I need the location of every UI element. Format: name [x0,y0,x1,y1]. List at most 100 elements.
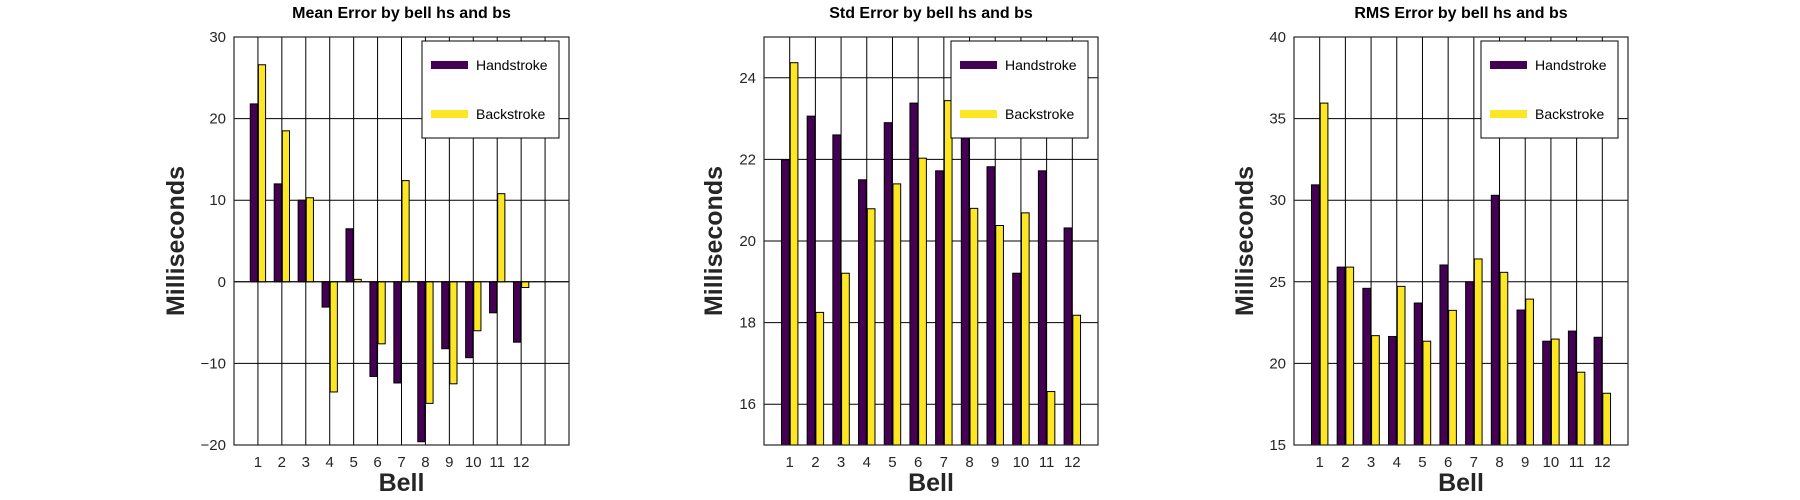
bar-handstroke-bell-12 [1063,227,1073,446]
x-tick-label: 10 [1543,454,1560,471]
x-tick-label: 5 [888,454,896,471]
x-tick-label: 12 [1594,454,1611,471]
bar-handstroke-bell-12 [1593,336,1603,446]
bar-backstroke-bell-1 [1319,102,1329,446]
bar-backstroke-bell-11 [497,193,506,283]
legend-label-backstroke: Backstroke [1535,106,1604,122]
bar-backstroke-bell-8 [425,281,434,404]
x-tick-label: 1 [254,454,262,471]
y-tick-label: 16 [739,396,756,413]
bar-backstroke-bell-4 [329,281,338,393]
bar-backstroke-bell-2 [281,130,291,283]
bar-handstroke-bell-4 [1388,335,1397,446]
bar-handstroke-bell-11 [1037,170,1047,446]
legend-label-backstroke: Backstroke [1005,106,1074,122]
bar-backstroke-bell-1 [789,62,799,446]
bar-handstroke-bell-4 [858,179,867,446]
x-tick-label: 9 [445,454,453,471]
x-tick-label: 6 [914,454,922,471]
x-axis-label: Bell [1438,469,1484,497]
bar-backstroke-bell-7 [943,100,953,446]
x-tick-label: 4 [863,454,871,471]
bar-handstroke-bell-8 [1490,194,1500,446]
legend-label-handstroke: Handstroke [1535,57,1607,73]
x-tick-label: 7 [1470,454,1478,471]
bar-handstroke-bell-12 [512,281,522,343]
y-tick-label: 35 [1269,111,1286,128]
x-tick-label: 2 [1341,454,1349,471]
bar-backstroke-bell-11 [1046,391,1056,446]
x-tick-label: 5 [1418,454,1426,471]
legend-swatch-handstroke [960,61,997,69]
bar-backstroke-bell-2 [1345,266,1355,446]
x-tick-label: 10 [465,454,482,471]
legend-box [950,40,1089,139]
y-tick-label: 20 [1269,355,1286,372]
x-tick-label: 1 [786,454,794,471]
legend-swatch-handstroke [1490,61,1527,69]
y-tick-label: 30 [209,29,226,46]
bar-handstroke-bell-6 [369,281,378,377]
y-tick-label: 20 [209,111,226,128]
y-tick-label: 30 [1269,192,1286,209]
bar-backstroke-bell-9 [1525,298,1534,446]
bar-backstroke-bell-6 [918,157,927,446]
legend-swatch-backstroke [1490,110,1527,118]
x-tick-label: 9 [991,454,999,471]
x-tick-label: 11 [1039,454,1055,471]
bar-handstroke-bell-9 [1516,309,1526,446]
bar-backstroke-bell-2 [815,311,825,446]
bar-backstroke-bell-3 [1371,335,1380,446]
bar-backstroke-bell-4 [1396,285,1406,446]
y-axis-label: Milliseconds [1231,166,1259,316]
bar-handstroke-bell-2 [806,115,816,446]
bar-handstroke-bell-5 [345,228,354,283]
bar-handstroke-bell-7 [935,170,944,446]
bar-handstroke-bell-10 [1012,272,1021,446]
bar-handstroke-bell-7 [393,281,402,384]
y-tick-label: 25 [1269,274,1286,291]
y-tick-label: 0 [218,274,226,291]
bar-handstroke-bell-3 [297,199,306,283]
legend: Handstroke Backstroke [950,40,1089,139]
bar-backstroke-bell-1 [257,64,267,283]
x-tick-label: 7 [940,454,948,471]
y-tick-label: 24 [739,70,756,87]
bar-backstroke-bell-10 [1550,338,1560,446]
x-tick-label: 3 [302,454,310,471]
bar-backstroke-bell-12 [521,281,530,289]
bar-handstroke-bell-1 [249,103,258,283]
x-tick-label: 8 [421,454,429,471]
legend-swatch-backstroke [960,110,997,118]
legend: Handstroke Backstroke [1480,40,1619,139]
bar-backstroke-bell-8 [969,207,979,446]
bar-handstroke-bell-11 [1567,330,1577,446]
legend-box [421,40,560,139]
bar-backstroke-bell-4 [866,208,876,446]
chart-title: RMS Error by bell hs and bs [1354,5,1567,22]
bar-backstroke-bell-7 [1473,258,1483,446]
legend-swatch-handstroke [431,61,468,69]
bar-handstroke-bell-1 [780,159,790,446]
bar-backstroke-bell-5 [892,183,902,446]
x-tick-label: 1 [1316,454,1324,471]
bar-handstroke-bell-2 [273,183,282,283]
bar-handstroke-bell-2 [1336,266,1346,446]
legend-box [1480,40,1619,139]
x-axis-label: Bell [379,469,425,497]
x-tick-label: 2 [811,454,819,471]
axes-frame [233,36,570,446]
legend: Handstroke Backstroke [421,40,560,139]
x-tick-label: 5 [349,454,357,471]
bar-handstroke-bell-10 [1542,340,1551,446]
x-tick-label: 6 [373,454,381,471]
bar-handstroke-bell-10 [465,281,474,359]
bar-backstroke-bell-3 [841,272,850,446]
y-tick-label: 18 [739,315,756,332]
x-tick-label: 11 [1569,454,1585,471]
bar-backstroke-bell-9 [449,281,458,385]
